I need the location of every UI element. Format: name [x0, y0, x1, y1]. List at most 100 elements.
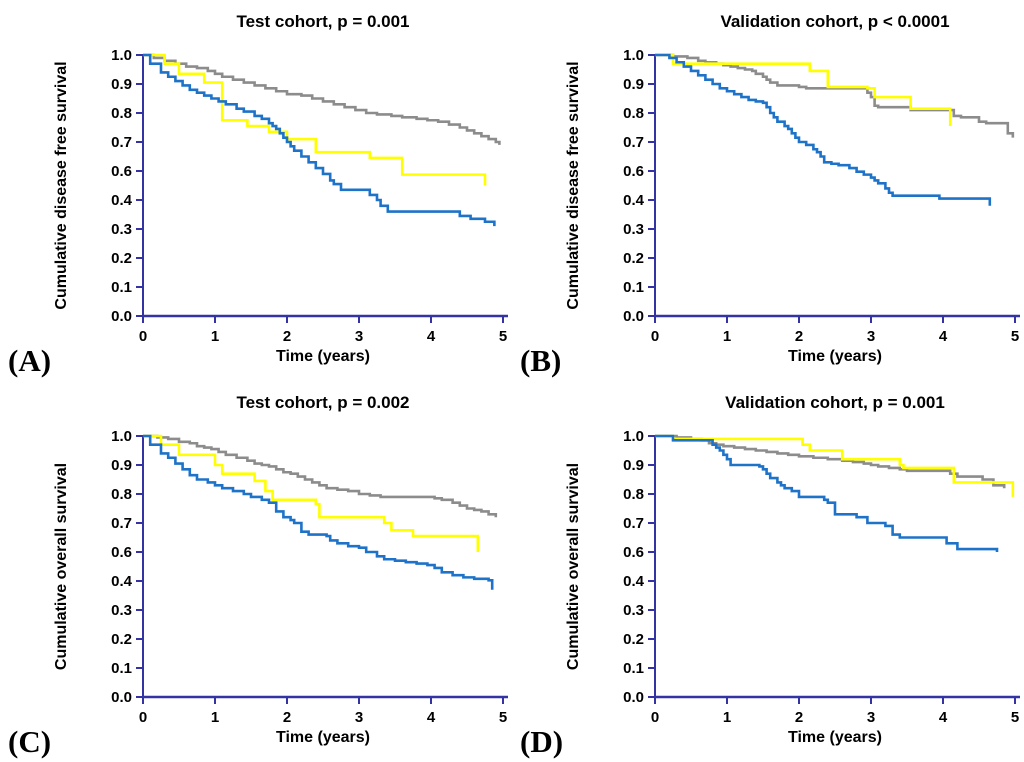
chart-title: Validation cohort, p = 0.001	[725, 393, 945, 412]
survival-curve-yellow	[655, 434, 1015, 497]
panel-a: Test cohort, p = 0.001 Cumulative disease…	[0, 0, 512, 381]
x-tick-label: 3	[867, 328, 875, 345]
panel-a-label: (A)	[8, 343, 52, 378]
y-tick-label: 0.0	[111, 308, 132, 325]
y-axis-title: Cumulative disease free survival	[565, 61, 582, 309]
chart-title: Validation cohort, p < 0.0001	[720, 12, 949, 31]
y-tick-label: 0.4	[111, 192, 133, 209]
panel-c: Test cohort, p = 0.002 Cumulative overall…	[0, 381, 512, 762]
y-tick-label: 0.4	[623, 192, 645, 209]
y-tick-label: 1.0	[623, 428, 644, 445]
y-tick-label: 0.3	[623, 221, 644, 238]
y-tick-label: 0.3	[623, 602, 644, 619]
chart-title: Test cohort, p = 0.001	[236, 12, 409, 31]
x-tick-label: 5	[499, 709, 507, 726]
x-tick-label: 2	[283, 328, 291, 345]
panel-b-label: (B)	[520, 343, 562, 378]
y-tick-label: 0.0	[623, 308, 644, 325]
y-tick-label: 0.8	[623, 486, 644, 503]
survival-curve-yellow	[655, 53, 952, 127]
x-tick-label: 0	[139, 328, 147, 345]
x-tick-label: 3	[867, 709, 875, 726]
panel-d: Validation cohort, p = 0.001 Cumulative o…	[512, 381, 1024, 762]
x-tick-label: 2	[795, 328, 803, 345]
x-tick-label: 4	[939, 328, 948, 345]
y-tick-label: 0.1	[623, 660, 644, 677]
x-tick-label: 4	[939, 709, 948, 726]
y-tick-label: 0.3	[111, 221, 132, 238]
survival-curve-blue	[143, 53, 496, 227]
survival-curve-blue	[655, 434, 999, 552]
x-axis-title: Time (years)	[788, 348, 882, 365]
survival-curve-yellow	[143, 53, 487, 186]
survival-curve-blue	[655, 53, 992, 206]
y-tick-label: 0.7	[623, 515, 644, 532]
survival-curve-yellow	[143, 434, 480, 552]
y-tick-label: 0.8	[111, 486, 132, 503]
y-axis-title: Cumulative disease free survival	[53, 61, 70, 309]
y-tick-label: 0.6	[111, 544, 132, 561]
x-tick-label: 0	[651, 328, 659, 345]
x-tick-label: 1	[211, 709, 219, 726]
y-tick-label: 0.4	[111, 573, 133, 590]
y-tick-label: 0.3	[111, 602, 132, 619]
y-tick-label: 0.2	[623, 250, 644, 267]
y-axis-title: Cumulative overall survival	[565, 463, 582, 670]
x-tick-label: 3	[355, 328, 363, 345]
y-tick-label: 0.6	[623, 163, 644, 180]
y-tick-label: 0.8	[623, 105, 644, 122]
panel-d-label: (D)	[520, 724, 564, 759]
survival-curve-gray	[655, 434, 1006, 489]
y-tick-label: 0.4	[623, 573, 645, 590]
survival-curve-gray	[655, 53, 1015, 138]
y-tick-label: 0.7	[111, 515, 132, 532]
y-tick-label: 0.9	[111, 457, 132, 474]
x-tick-label: 5	[1011, 709, 1019, 726]
x-tick-label: 1	[211, 328, 219, 345]
panel-c-chart: Test cohort, p = 0.002 Cumulative overall…	[53, 393, 508, 746]
x-tick-label: 5	[1011, 328, 1019, 345]
x-axis-title: Time (years)	[788, 729, 882, 746]
y-tick-label: 0.9	[111, 76, 132, 93]
panel-c-label: (C)	[8, 724, 52, 759]
y-tick-label: 0.1	[111, 660, 132, 677]
y-tick-label: 0.6	[623, 544, 644, 561]
y-tick-label: 0.9	[623, 457, 644, 474]
y-tick-label: 1.0	[111, 428, 132, 445]
panel-a-chart: Test cohort, p = 0.001 Cumulative disease…	[53, 12, 508, 365]
chart-title: Test cohort, p = 0.002	[236, 393, 409, 412]
y-tick-label: 0.7	[111, 134, 132, 151]
x-tick-label: 0	[651, 709, 659, 726]
x-axis-title: Time (years)	[276, 348, 370, 365]
y-tick-label: 0.1	[623, 279, 644, 296]
y-tick-label: 0.8	[111, 105, 132, 122]
y-tick-label: 0.2	[623, 631, 644, 648]
x-tick-label: 2	[795, 709, 803, 726]
y-tick-label: 0.6	[111, 163, 132, 180]
y-tick-label: 1.0	[623, 47, 644, 64]
x-tick-label: 5	[499, 328, 507, 345]
x-tick-label: 3	[355, 709, 363, 726]
y-tick-label: 0.0	[623, 689, 644, 706]
x-tick-label: 4	[427, 709, 436, 726]
y-tick-label: 0.1	[111, 279, 132, 296]
y-tick-label: 0.9	[623, 76, 644, 93]
survival-curve-gray	[143, 53, 501, 145]
panel-d-chart: Validation cohort, p = 0.001 Cumulative o…	[565, 393, 1020, 746]
y-tick-label: 0.2	[111, 631, 132, 648]
panel-b: Validation cohort, p < 0.0001 Cumulative …	[512, 0, 1024, 381]
x-tick-label: 1	[723, 328, 731, 345]
survival-curve-gray	[143, 434, 498, 518]
panel-b-chart: Validation cohort, p < 0.0001 Cumulative …	[565, 12, 1020, 365]
x-tick-label: 1	[723, 709, 731, 726]
x-tick-label: 4	[427, 328, 436, 345]
x-tick-label: 0	[139, 709, 147, 726]
y-tick-label: 1.0	[111, 47, 132, 64]
survival-curve-blue	[143, 434, 494, 590]
y-axis-title: Cumulative overall survival	[53, 463, 70, 670]
y-tick-label: 0.0	[111, 689, 132, 706]
y-tick-label: 0.2	[111, 250, 132, 267]
x-axis-title: Time (years)	[276, 729, 370, 746]
x-tick-label: 2	[283, 709, 291, 726]
